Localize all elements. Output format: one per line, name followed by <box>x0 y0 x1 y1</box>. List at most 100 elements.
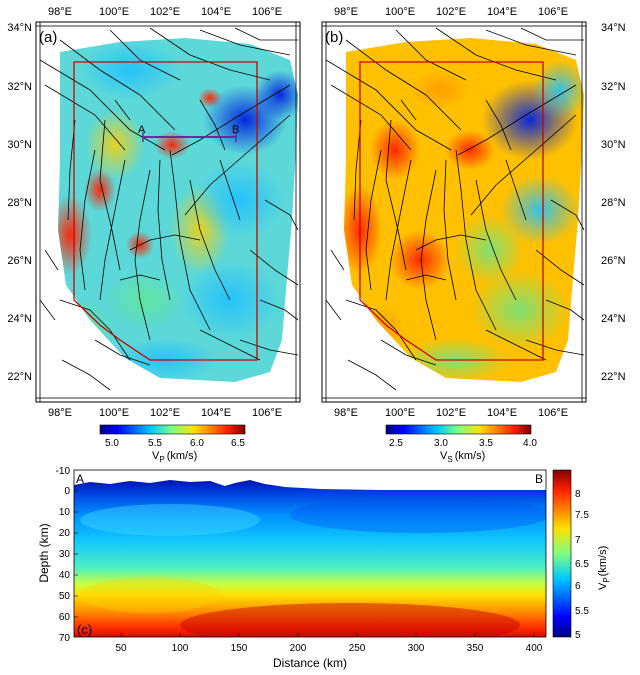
colorbar-tick: 6.5 <box>575 559 589 570</box>
lon-tick-label: 98°E <box>48 6 72 18</box>
lon-tick-label: 98°E <box>334 6 358 18</box>
colorbar-label: VS (km/s) <box>440 450 485 464</box>
section-label-a: A <box>76 472 84 486</box>
lat-tick-label: 30°N <box>7 139 32 151</box>
colorbar-tick: 3.0 <box>434 438 448 449</box>
lon-tick-label: 102°E <box>436 407 466 419</box>
colorbar-label-main: V <box>597 582 609 590</box>
lon-tick-label: 102°E <box>436 6 466 18</box>
distance-tick: 250 <box>349 643 366 654</box>
lat-tick-label: 30°N <box>601 139 626 151</box>
lon-tick-label: 100°E <box>99 6 129 18</box>
map-frame-ticks-b <box>321 21 587 403</box>
section-tick-marks <box>74 490 535 637</box>
distance-tick: 100 <box>172 643 189 654</box>
distance-tick: 200 <box>290 643 307 654</box>
colorbar-label-main: V <box>440 450 448 462</box>
panel-label-a: (a) <box>39 29 57 46</box>
lat-tick-label: 24°N <box>601 313 626 325</box>
lon-tick-label: 98°E <box>334 407 358 419</box>
colorbar-label-main: V <box>152 450 160 462</box>
fault-lines <box>39 27 299 391</box>
lat-tick-label: 34°N <box>601 22 626 34</box>
lon-tick-label: 100°E <box>99 407 129 419</box>
lon-ticks-a-top: 98°E 100°E 102°E 104°E 106°E <box>48 6 282 18</box>
lon-tick-label: 102°E <box>150 6 180 18</box>
distance-tick: 50 <box>115 643 127 654</box>
map-panel-vs: (b) <box>321 21 587 403</box>
panel-label-b: (b) <box>325 29 343 46</box>
colorbar-label-unit: (km/s) <box>597 546 609 577</box>
lon-tick-label: 104°E <box>201 6 231 18</box>
lon-tick-label: 102°E <box>150 407 180 419</box>
lon-tick-label: 100°E <box>385 407 415 419</box>
lon-tick-label: 106°E <box>538 6 568 18</box>
section-ylabel: Depth (km) <box>37 523 51 582</box>
colorbar-tick: 5 <box>575 630 581 641</box>
depth-tick: 10 <box>59 507 71 518</box>
colorbar-tick: 7 <box>575 535 581 546</box>
distance-tick: 300 <box>408 643 425 654</box>
colorbar-tick: 5.5 <box>575 606 589 617</box>
colorbar-tick: 8 <box>575 489 581 500</box>
distance-tick: 400 <box>526 643 543 654</box>
colorbar-tick: 5.5 <box>148 438 162 449</box>
colorbar-label-unit: (km/s) <box>167 450 198 462</box>
lon-tick-label: 106°E <box>252 407 282 419</box>
section-colorbar <box>552 469 572 638</box>
study-region-outline <box>359 61 544 361</box>
vs-velocity-field <box>344 38 584 382</box>
depth-tick: 70 <box>59 633 71 644</box>
colorbar-bar <box>99 424 246 435</box>
fault-lines <box>325 27 585 391</box>
lon-tick-label: 104°E <box>487 6 517 18</box>
lon-tick-label: 100°E <box>385 6 415 18</box>
lat-tick-label: 32°N <box>601 81 626 93</box>
lat-tick-label: 28°N <box>601 197 626 209</box>
colorbar-label-sub: P <box>602 577 611 582</box>
vp-cross-section: A B (c) -10 0 10 20 30 40 50 60 70 50 10… <box>37 466 611 670</box>
section-y-ticks: -10 0 10 20 30 40 50 60 70 <box>56 466 71 644</box>
section-label-b: B <box>535 472 543 486</box>
lat-ticks-a-left: 34°N 32°N 30°N 28°N 26°N 24°N 22°N <box>7 22 32 383</box>
colorbar-label: VP (km/s) <box>152 450 197 464</box>
section-x-ticks: 50 100 150 200 250 300 350 400 <box>115 643 542 654</box>
colorbar-tick: 4.0 <box>523 438 537 449</box>
depth-tick: 30 <box>59 549 71 560</box>
lat-tick-label: 26°N <box>7 255 32 267</box>
depth-tick: 0 <box>64 486 70 497</box>
colorbar-tick: 7.5 <box>575 510 589 521</box>
lon-tick-label: 98°E <box>48 407 72 419</box>
colorbar-label-sub: S <box>447 455 452 464</box>
panel-label-c: (c) <box>77 622 92 637</box>
lon-ticks-b-top: 98°E 100°E 102°E 104°E 106°E <box>334 6 568 18</box>
section-velocity-field <box>74 480 546 637</box>
depth-tick: 60 <box>59 612 71 623</box>
depth-tick: 50 <box>59 591 71 602</box>
colorbar-vp-map: 5.0 5.5 6.0 6.5 VP (km/s) <box>99 424 246 464</box>
section-xlabel: Distance (km) <box>273 656 347 670</box>
lon-tick-label: 106°E <box>252 6 282 18</box>
distance-tick: 350 <box>467 643 484 654</box>
colorbar-bar <box>385 424 532 435</box>
profile-label-a: A <box>138 124 146 136</box>
section-colorbar-label: VP(km/s) <box>597 546 611 590</box>
lat-tick-label: 34°N <box>7 22 32 34</box>
colorbar-tick: 3.5 <box>479 438 493 449</box>
colorbar-label-sub: P <box>159 455 164 464</box>
colorbar-tick: 6.5 <box>231 438 245 449</box>
lon-tick-label: 104°E <box>201 407 231 419</box>
section-colorbar-ticks: 8 7.5 7 6.5 6 5.5 5 <box>575 489 589 641</box>
lat-tick-label: 24°N <box>7 313 32 325</box>
colorbar-tick: 6.0 <box>190 438 204 449</box>
colorbar-tick: 2.5 <box>389 438 403 449</box>
lat-tick-label: 28°N <box>7 197 32 209</box>
map-frame-ticks-a <box>35 21 301 403</box>
lon-tick-label: 104°E <box>487 407 517 419</box>
lon-ticks-a-bottom: 98°E 100°E 102°E 104°E 106°E <box>48 407 282 419</box>
colorbar-tick: 5.0 <box>105 438 119 449</box>
lon-tick-label: 106°E <box>538 407 568 419</box>
map-panel-vp: A B (a) <box>35 21 301 403</box>
depth-tick: 20 <box>59 528 71 539</box>
